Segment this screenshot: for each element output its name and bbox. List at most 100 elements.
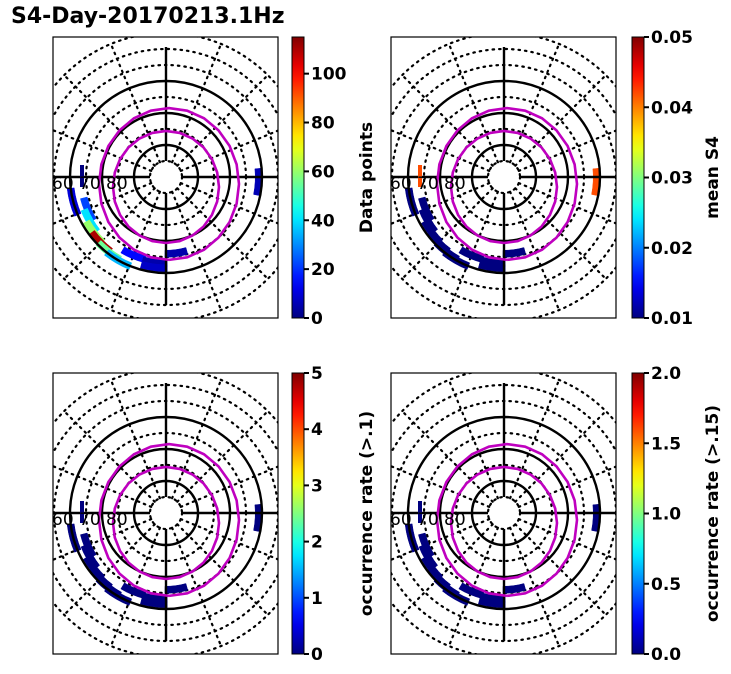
colorbar-tick-label: 0.02 <box>651 239 693 259</box>
colorbar-tick-label: 0.03 <box>651 169 693 189</box>
dotted-meridian <box>517 182 616 225</box>
dotted-meridian <box>401 410 494 503</box>
polar-panel-2: 60 70 80 0.01 0.02 0.03 0.04 0.05 mean S4 <box>390 28 723 329</box>
dotted-meridian <box>517 129 616 172</box>
lat-label-80: 80 <box>106 510 128 530</box>
colorbar: 0 20 40 60 80 100 Data points <box>291 36 377 329</box>
dotted-meridian <box>109 378 161 500</box>
dotted-meridian <box>63 410 156 503</box>
dotted-meridian <box>179 465 278 508</box>
colorbar: 0 1 2 3 4 5 occurrence rate (>.1) <box>291 364 377 665</box>
data-cell-18mlt <box>80 501 84 523</box>
axes-frame <box>390 36 617 319</box>
colorbar-tick-label: 0.05 <box>651 28 693 48</box>
auroral-oval <box>111 465 221 581</box>
data-cell-18mlt <box>80 165 84 187</box>
dotted-meridian <box>171 190 223 312</box>
colorbar-tick-label: 0 <box>311 645 323 665</box>
lat-label-70: 70 <box>79 174 101 194</box>
data-cell-18mlt <box>418 165 422 187</box>
figure-title: S4-Day-20170213.1Hz <box>11 4 285 29</box>
lat-label-80: 80 <box>444 174 466 194</box>
colorbar-tick-label: 0.5 <box>651 575 681 595</box>
dotted-meridian <box>179 518 278 561</box>
dotted-meridian <box>401 187 494 280</box>
dotted-meridian <box>176 74 269 167</box>
axes-frame <box>52 36 279 319</box>
colorbar-label: mean S4 <box>703 136 723 219</box>
dotted-meridian <box>514 410 607 503</box>
colorbar-tick-label: 0 <box>311 309 323 329</box>
colorbar-label: occurrence rate (>.15) <box>703 405 723 622</box>
dotted-meridian <box>447 42 499 164</box>
dotted-meridian <box>53 129 153 172</box>
dotted-meridian <box>509 378 561 500</box>
dotted-meridian <box>176 410 269 503</box>
colorbar: 0.0 0.5 1.0 1.5 2.0 occurrence rate (>.15) <box>631 364 723 665</box>
dotted-meridian <box>63 523 156 616</box>
colorbar-tick-label: 0.0 <box>651 645 681 665</box>
dotted-meridian <box>391 182 491 225</box>
dotted-meridian <box>179 182 278 225</box>
dotted-meridian <box>53 518 153 561</box>
dotted-meridian <box>517 465 616 508</box>
plot-area: 60 70 80 <box>52 373 278 654</box>
colorbar-tick-label: 4 <box>311 420 323 440</box>
plot-area: 60 70 80 <box>390 373 616 654</box>
colorbar-tick-label: 1.0 <box>651 505 681 525</box>
dotted-meridian <box>509 526 561 648</box>
colorbar-tick-label: 1 <box>311 589 323 609</box>
dotted-meridian <box>509 42 561 164</box>
colorbar-gradient <box>631 36 645 319</box>
dotted-meridian <box>63 74 156 167</box>
auroral-oval <box>111 129 221 245</box>
plot-area: 60 70 80 <box>52 37 278 318</box>
dotted-meridian <box>401 523 494 616</box>
colorbar-label: occurrence rate (>.1) <box>357 411 377 616</box>
dotted-meridian <box>171 42 223 164</box>
plot-area: 60 70 80 <box>391 37 616 318</box>
pole-disk <box>152 163 180 191</box>
pole-disk <box>490 163 518 191</box>
lat-label-70: 70 <box>417 510 439 530</box>
colorbar-gradient <box>291 36 305 319</box>
lat-label-70: 70 <box>417 174 439 194</box>
dotted-meridian <box>109 42 161 164</box>
colorbar-tick-label: 100 <box>311 65 347 85</box>
dotted-meridian <box>391 518 491 561</box>
colorbar-tick-label: 80 <box>311 114 335 134</box>
colorbar-tick-label: 1.5 <box>651 434 681 454</box>
colorbar-label: Data points <box>357 122 377 233</box>
colorbar-tick-label: 5 <box>311 364 323 384</box>
auroral-oval <box>449 465 559 581</box>
auroral-oval <box>449 129 559 245</box>
dotted-meridian <box>391 465 491 508</box>
dotted-meridian <box>171 378 223 500</box>
pole-disk <box>490 499 518 527</box>
lat-label-60: 60 <box>52 510 74 530</box>
dotted-meridian <box>391 129 491 172</box>
lat-label-80: 80 <box>444 510 466 530</box>
data-cell <box>502 583 527 594</box>
data-cell-18mlt <box>418 501 422 523</box>
pole-disk <box>152 499 180 527</box>
colorbar-tick-label: 0.01 <box>651 309 693 329</box>
dotted-meridian <box>63 187 156 280</box>
colorbar-tick-label: 3 <box>311 476 323 496</box>
colorbar-gradient <box>631 372 645 655</box>
colorbar-tick-label: 20 <box>311 260 335 280</box>
polar-panel-3: 60 70 80 0 1 2 3 4 5 occurrence rate (>.1) <box>52 364 377 665</box>
colorbar-tick-label: 60 <box>311 162 335 182</box>
colorbar: 0.01 0.02 0.03 0.04 0.05 mean S4 <box>631 28 723 329</box>
dotted-meridian <box>509 190 561 312</box>
colorbar-tick-label: 0.04 <box>651 98 693 118</box>
axes-frame <box>52 372 279 655</box>
dotted-meridian <box>171 526 223 648</box>
dotted-meridian <box>514 74 607 167</box>
lat-label-60: 60 <box>52 174 74 194</box>
dotted-meridian <box>517 518 616 561</box>
lat-label-60: 60 <box>390 510 412 530</box>
dotted-meridian <box>179 129 278 172</box>
auroral-oval <box>97 106 241 262</box>
